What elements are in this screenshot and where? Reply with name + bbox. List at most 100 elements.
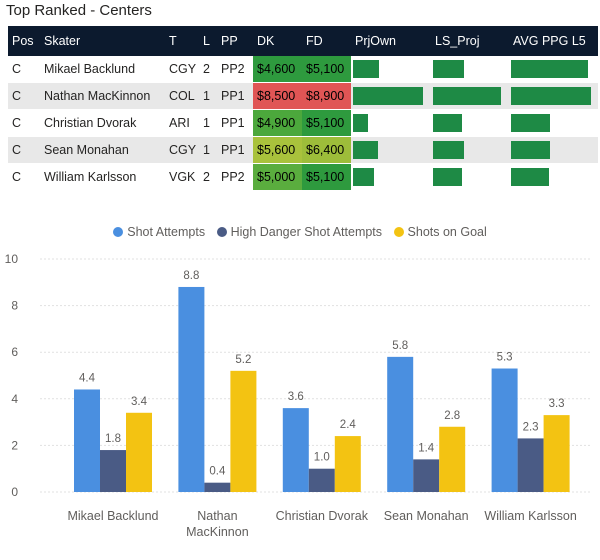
legend-dot-icon (216, 227, 227, 237)
legend-dot-icon (113, 227, 124, 237)
y-tick-label: 8 (11, 299, 18, 313)
cell-dk: $8,500 (253, 82, 302, 110)
avg-ppg-bar (511, 141, 550, 159)
legend-label: High Danger Shot Attempts (230, 225, 383, 239)
cell-ls-proj-bar (431, 136, 509, 164)
cell-prjown-bar (351, 109, 431, 137)
data-label: 3.4 (131, 396, 148, 408)
col-header-line[interactable]: L (199, 26, 217, 56)
cell-team: COL (165, 82, 199, 110)
cell-line: 1 (199, 136, 217, 164)
ls-proj-bar (433, 168, 462, 186)
bar-high-danger-shot-attempts (308, 468, 335, 492)
cell-ls-proj-bar (431, 56, 509, 83)
cell-line: 1 (199, 82, 217, 110)
legend-item-high-danger[interactable]: High Danger Shot Attempts (216, 225, 383, 239)
cell-ls-proj-bar (431, 163, 509, 191)
centers-table: Pos Skater T L PP DK FD PrjOwn LS_Proj A… (8, 26, 598, 191)
x-tick-label: MacKinnon (186, 525, 249, 539)
bar-shots-on-goal (334, 436, 361, 492)
bar-shot-attempts (491, 368, 518, 492)
cell-skater: Nathan MacKinnon (40, 82, 165, 110)
data-label: 3.6 (288, 391, 304, 403)
cell-line: 1 (199, 109, 217, 137)
cell-prjown-bar (351, 56, 431, 83)
y-tick-label: 6 (11, 345, 18, 359)
cell-dk: $4,600 (253, 56, 302, 83)
col-header-skater[interactable]: Skater (40, 26, 165, 56)
ls-proj-bar (433, 114, 462, 132)
ls-proj-bar (433, 60, 464, 78)
x-tick-label: Christian Dvorak (276, 509, 369, 523)
data-label: 1.4 (418, 442, 435, 454)
cell-fd: $6,400 (302, 136, 351, 164)
avg-ppg-bar (511, 168, 549, 186)
col-header-team[interactable]: T (165, 26, 199, 56)
cell-line: 2 (199, 56, 217, 83)
legend-dot-icon (393, 227, 404, 237)
prjown-bar (353, 168, 374, 186)
bar-high-danger-shot-attempts (100, 450, 126, 492)
table-row[interactable]: C William Karlsson VGK 2 PP2 $5,000 $5,100 (8, 163, 598, 191)
avg-ppg-bar (511, 87, 591, 105)
bar-high-danger-shot-attempts (413, 459, 440, 492)
table-row[interactable]: C Sean Monahan CGY 1 PP1 $5,600 $6,400 (8, 136, 598, 164)
avg-ppg-bar (511, 114, 550, 132)
x-tick-label: Sean Monahan (384, 509, 469, 523)
table-row[interactable]: C Nathan MacKinnon COL 1 PP1 $8,500 $8,900 (8, 82, 598, 110)
cell-prjown-bar (351, 82, 431, 110)
bar-shots-on-goal (543, 415, 570, 492)
cell-pos: C (8, 82, 40, 110)
table-header: Pos Skater T L PP DK FD PrjOwn LS_Proj A… (8, 26, 598, 56)
cell-pp: PP2 (217, 56, 253, 83)
data-label: 5.3 (497, 352, 513, 364)
col-header-avg-ppg[interactable]: AVG PPG L5 (509, 26, 598, 56)
legend-item-shots-on-goal[interactable]: Shots on Goal (393, 225, 487, 239)
bar-high-danger-shot-attempts (204, 482, 231, 492)
ls-proj-bar (433, 87, 501, 105)
cell-pos: C (8, 163, 40, 191)
bar-shot-attempts (282, 408, 309, 492)
col-header-fd[interactable]: FD (302, 26, 351, 56)
col-header-dk[interactable]: DK (253, 26, 302, 56)
data-label: 4.4 (79, 372, 96, 384)
col-header-ls-proj[interactable]: LS_Proj (431, 26, 509, 56)
data-label: 2.3 (523, 421, 539, 433)
cell-team: VGK (165, 163, 199, 191)
cell-team: CGY (165, 56, 199, 83)
col-header-prjown[interactable]: PrjOwn (351, 26, 431, 56)
cell-prjown-bar (351, 136, 431, 164)
cell-pos: C (8, 136, 40, 164)
legend-label: Shot Attempts (127, 225, 206, 239)
legend-label: Shots on Goal (407, 225, 487, 239)
cell-ls-proj-bar (431, 109, 509, 137)
y-tick-label: 4 (11, 392, 18, 406)
table-row[interactable]: C Mikael Backlund CGY 2 PP2 $4,600 $5,100 (8, 56, 598, 83)
cell-skater: Mikael Backlund (40, 56, 165, 83)
table-row[interactable]: C Christian Dvorak ARI 1 PP1 $4,900 $5,100 (8, 109, 598, 137)
cell-dk: $5,000 (253, 163, 302, 191)
cell-ls-proj-bar (431, 82, 509, 110)
bar-shots-on-goal (439, 426, 466, 492)
cell-skater: Christian Dvorak (40, 109, 165, 137)
report-title: Top Ranked - Centers (6, 2, 152, 19)
cell-line: 2 (199, 163, 217, 191)
prjown-bar (353, 141, 378, 159)
x-tick-label: Mikael Backlund (67, 509, 158, 523)
prjown-bar (353, 114, 368, 132)
bar-shot-attempts (387, 356, 414, 492)
cell-prjown-bar (351, 163, 431, 191)
data-label: 1.0 (314, 452, 330, 464)
cell-avg-ppg-bar (509, 109, 598, 137)
cell-pp: PP1 (217, 82, 253, 110)
col-header-pos[interactable]: Pos (8, 26, 40, 56)
cell-pp: PP1 (217, 136, 253, 164)
x-tick-label: Nathan (197, 509, 237, 523)
y-tick-label: 0 (11, 485, 18, 499)
legend-item-shot-attempts[interactable]: Shot Attempts (113, 225, 205, 239)
cell-fd: $5,100 (302, 163, 351, 191)
cell-avg-ppg-bar (509, 56, 598, 83)
cell-pos: C (8, 109, 40, 137)
col-header-pp[interactable]: PP (217, 26, 253, 56)
data-label: 2.8 (444, 410, 460, 422)
